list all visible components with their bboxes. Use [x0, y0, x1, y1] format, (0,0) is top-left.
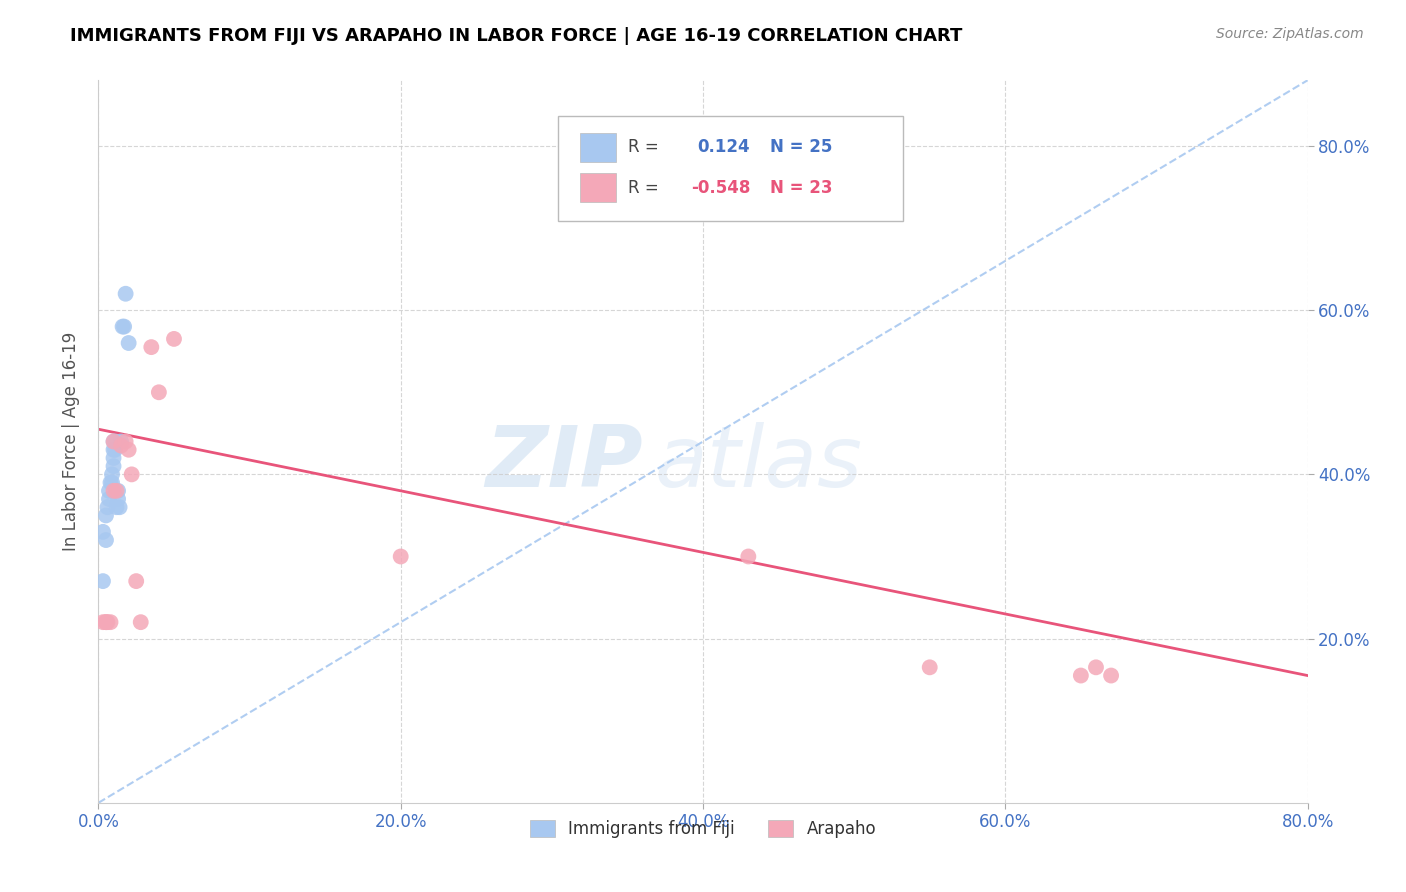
Point: [107, 491, 129, 506]
Point: [125, 574, 148, 588]
Point: [91, 524, 114, 539]
Point: [108, 500, 131, 515]
Point: [141, 340, 163, 354]
Point: [129, 615, 152, 630]
Point: [389, 549, 412, 564]
Point: [101, 475, 124, 490]
Text: atlas: atlas: [655, 422, 863, 505]
Point: [103, 434, 125, 449]
Point: [110, 439, 132, 453]
Point: [114, 286, 136, 301]
Point: [103, 483, 125, 498]
Point: [94, 533, 117, 547]
Text: Source: ZipAtlas.com: Source: ZipAtlas.com: [1216, 27, 1364, 41]
Text: -0.548: -0.548: [690, 179, 751, 197]
Point: [918, 660, 941, 674]
FancyBboxPatch shape: [558, 117, 903, 221]
Point: [148, 385, 170, 400]
Point: [1099, 668, 1122, 682]
Point: [110, 434, 132, 449]
Bar: [579, 133, 616, 162]
Point: [101, 467, 124, 482]
Point: [112, 319, 135, 334]
Legend: Immigrants from Fiji, Arapaho: Immigrants from Fiji, Arapaho: [523, 814, 883, 845]
Point: [1070, 668, 1092, 682]
Point: [737, 549, 759, 564]
Point: [114, 434, 136, 449]
Point: [163, 332, 186, 346]
Point: [103, 434, 125, 449]
Point: [104, 434, 127, 449]
Text: R =: R =: [628, 179, 659, 197]
Point: [111, 319, 134, 334]
Point: [96, 500, 118, 515]
Text: R =: R =: [628, 138, 659, 156]
Point: [94, 615, 117, 630]
Point: [103, 450, 125, 465]
Point: [98, 483, 121, 498]
Point: [118, 336, 141, 351]
Point: [118, 442, 141, 457]
Text: ZIP: ZIP: [485, 422, 643, 505]
Point: [96, 615, 118, 630]
Point: [105, 500, 128, 515]
Y-axis label: In Labor Force | Age 16-19: In Labor Force | Age 16-19: [62, 332, 80, 551]
Text: N = 25: N = 25: [769, 138, 832, 156]
Point: [103, 442, 125, 457]
Point: [107, 483, 129, 498]
Point: [94, 508, 117, 523]
Bar: [579, 173, 616, 202]
Text: 0.124: 0.124: [697, 138, 749, 156]
Point: [1085, 660, 1108, 674]
Point: [94, 615, 117, 630]
Text: IMMIGRANTS FROM FIJI VS ARAPAHO IN LABOR FORCE | AGE 16-19 CORRELATION CHART: IMMIGRANTS FROM FIJI VS ARAPAHO IN LABOR…: [70, 27, 963, 45]
Point: [91, 574, 114, 588]
Point: [121, 467, 143, 482]
Point: [105, 483, 128, 498]
Point: [98, 491, 121, 506]
Text: N = 23: N = 23: [769, 179, 832, 197]
Point: [91, 615, 114, 630]
Point: [104, 442, 127, 457]
Point: [100, 475, 122, 490]
Point: [103, 459, 125, 474]
Point: [100, 615, 122, 630]
